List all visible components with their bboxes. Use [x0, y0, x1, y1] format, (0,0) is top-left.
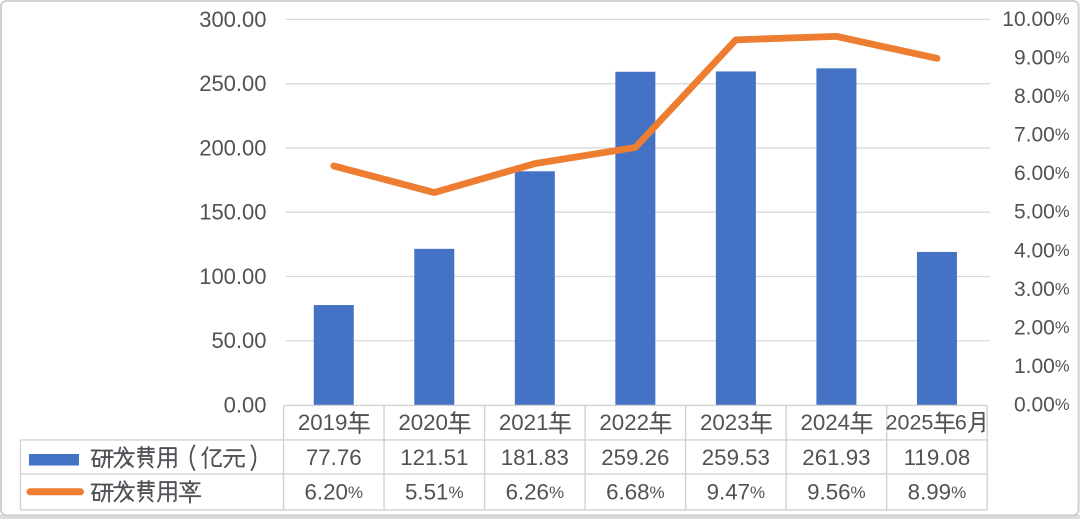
svg-text:8.99%: 8.99%	[908, 479, 967, 504]
svg-text:0.00: 0.00	[224, 393, 267, 418]
svg-text:119.08: 119.08	[904, 445, 971, 470]
svg-text:9.47%: 9.47%	[707, 479, 766, 504]
svg-text:5.51%: 5.51%	[405, 479, 464, 504]
svg-text:200.00: 200.00	[199, 135, 266, 160]
svg-text:8.00%: 8.00%	[1014, 85, 1070, 108]
svg-text:2019: 2019	[298, 410, 348, 435]
svg-text:0.00%: 0.00%	[1014, 394, 1070, 417]
svg-text:3.00%: 3.00%	[1014, 278, 1070, 301]
svg-text:6.68%: 6.68%	[606, 479, 665, 504]
svg-text:7.00%: 7.00%	[1014, 124, 1070, 147]
svg-text:6: 6	[955, 410, 967, 434]
svg-text:2021: 2021	[499, 410, 549, 435]
svg-text:250.00: 250.00	[199, 71, 266, 96]
svg-text:2020: 2020	[398, 410, 448, 435]
svg-text:77.76: 77.76	[306, 445, 362, 470]
svg-text:9.00%: 9.00%	[1014, 46, 1070, 69]
svg-text:2022: 2022	[599, 410, 649, 435]
svg-text:4.00%: 4.00%	[1014, 239, 1070, 262]
svg-text:300.00: 300.00	[199, 7, 266, 32]
svg-text:2024: 2024	[800, 410, 850, 435]
svg-text:150.00: 150.00	[199, 200, 266, 225]
svg-text:6.20%: 6.20%	[304, 479, 363, 504]
svg-text:5.00%: 5.00%	[1014, 201, 1070, 224]
svg-text:2023: 2023	[700, 410, 750, 435]
svg-text:261.93: 261.93	[802, 445, 870, 470]
svg-text:1.00%: 1.00%	[1014, 355, 1070, 378]
svg-text:2025: 2025	[886, 410, 934, 434]
svg-text:259.26: 259.26	[601, 445, 669, 470]
svg-text:121.51: 121.51	[400, 445, 468, 470]
svg-text:181.83: 181.83	[501, 445, 569, 470]
svg-text:2.00%: 2.00%	[1014, 316, 1070, 339]
svg-text:10.00%: 10.00%	[1002, 8, 1070, 31]
svg-text:50.00: 50.00	[211, 328, 266, 353]
svg-text:259.53: 259.53	[702, 445, 770, 470]
svg-text:6.26%: 6.26%	[506, 479, 565, 504]
svg-text:6.00%: 6.00%	[1014, 162, 1070, 185]
svg-text:9.56%: 9.56%	[807, 479, 866, 504]
svg-text:100.00: 100.00	[199, 264, 266, 289]
